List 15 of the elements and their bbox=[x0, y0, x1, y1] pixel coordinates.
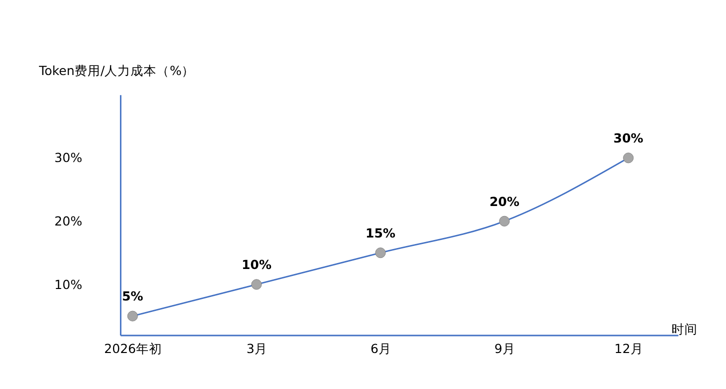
x-tick-label: 12月 bbox=[614, 340, 644, 356]
y-tick-label: 10% bbox=[54, 276, 82, 292]
text: 10% bbox=[242, 257, 272, 272]
text: 15% bbox=[366, 225, 396, 240]
x-tick-label: 3月 bbox=[246, 340, 268, 356]
text: 30% bbox=[613, 130, 644, 146]
y-tick-label: 20% bbox=[54, 214, 82, 228]
text: 5% bbox=[122, 288, 144, 304]
x-tick-label: 2026年初 bbox=[104, 340, 162, 356]
text: 20% bbox=[489, 194, 520, 209]
x-axis-title: 时间 bbox=[672, 322, 698, 337]
x-tick-label: 6月 bbox=[370, 340, 392, 356]
y-axis-title: Token费用/人力成本（%） bbox=[38, 62, 195, 78]
x-tick-label: 9月 bbox=[494, 340, 516, 356]
y-tick-label: 30% bbox=[54, 150, 82, 166]
